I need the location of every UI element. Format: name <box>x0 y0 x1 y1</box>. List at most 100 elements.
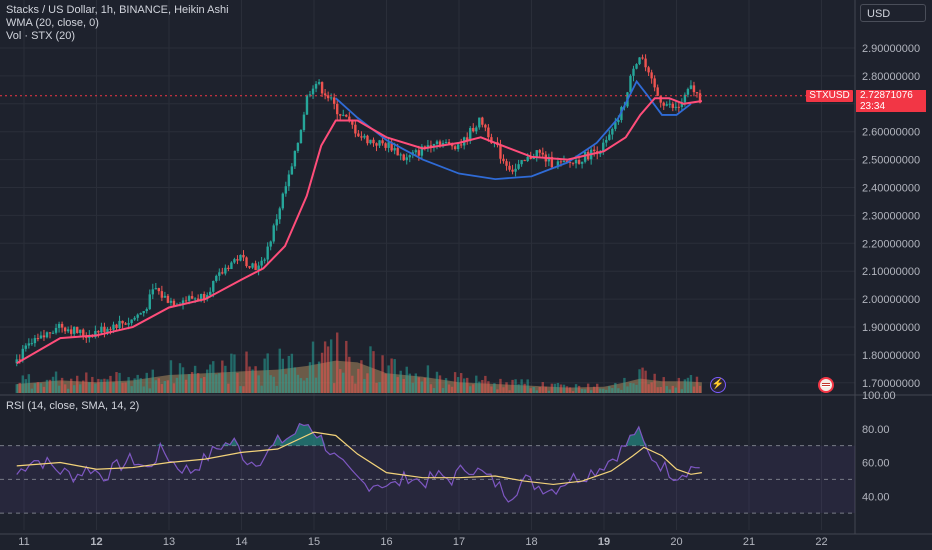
candle-body <box>257 265 260 271</box>
wma-legend[interactable]: WMA (20, close, 0) <box>6 17 99 29</box>
volume-bar <box>462 378 466 393</box>
volume-bar <box>514 379 517 393</box>
volume-bar <box>221 360 224 393</box>
candle-body <box>109 328 112 330</box>
volume-bar <box>308 362 312 393</box>
us-flag-icon[interactable] <box>818 377 834 393</box>
volume-bar <box>617 388 620 393</box>
candle-body <box>130 319 133 324</box>
volume-bar <box>124 382 127 393</box>
candle-body <box>559 161 563 163</box>
volume-bar <box>429 384 433 393</box>
volume-bar <box>311 341 315 393</box>
candle-body <box>24 345 28 349</box>
symbol-legend[interactable]: Stacks / US Dollar, 1h, BINANCE, Heikin … <box>6 4 229 16</box>
volume-bar <box>414 373 418 393</box>
rsi-legend[interactable]: RSI (14, close, SMA, 14, 2) <box>6 400 140 412</box>
volume-bar <box>372 351 375 393</box>
candle-body <box>260 260 263 266</box>
time-tick-label: 15 <box>308 536 320 548</box>
candle-body <box>251 263 254 268</box>
volume-bar <box>269 375 272 393</box>
volume-bar <box>420 381 424 393</box>
candle-body <box>332 97 336 104</box>
volume-bar <box>653 373 656 393</box>
candle-body <box>614 122 617 129</box>
candle-body <box>36 338 40 340</box>
candle-body <box>432 143 436 148</box>
lightning-icon[interactable]: ⚡ <box>710 377 726 393</box>
volume-bar <box>142 386 145 393</box>
candle-body <box>263 259 266 261</box>
candle-body <box>677 106 681 108</box>
candle-body <box>632 68 635 76</box>
volume-bar <box>568 387 572 393</box>
volume-bar <box>602 388 605 393</box>
volume-bar <box>42 386 46 393</box>
price-tick-label: 2.60000000 <box>862 127 920 139</box>
cup-curve <box>335 79 692 181</box>
candle-body <box>366 135 369 144</box>
time-tick-label: 11 <box>18 536 29 548</box>
volume-bar <box>499 378 502 393</box>
volume-bar <box>695 376 699 393</box>
volume-bar <box>438 375 442 393</box>
volume-bar <box>426 365 430 393</box>
candle-body <box>287 174 291 187</box>
candle-body <box>82 329 85 336</box>
volume-bar <box>36 382 40 393</box>
rsi-pane[interactable] <box>0 422 855 514</box>
candle-body <box>571 162 575 164</box>
volume-bar <box>647 384 650 393</box>
volume-bar <box>184 379 188 393</box>
volume-bar <box>405 366 408 393</box>
candle-body <box>426 145 430 148</box>
volume-bar <box>212 361 215 393</box>
volume-bar <box>472 384 475 393</box>
volume-bar <box>290 353 294 393</box>
volume-bar <box>94 383 97 393</box>
candle-body <box>169 300 173 303</box>
volume-bar <box>505 382 508 393</box>
candle-body <box>190 296 194 299</box>
candle-body <box>611 128 614 135</box>
volume-bar <box>577 385 581 393</box>
volume-bar <box>520 379 523 393</box>
candle-body <box>336 103 339 115</box>
volume-bar <box>447 384 451 393</box>
volume-bar <box>662 377 665 393</box>
volume-bar <box>296 374 300 393</box>
candle-body <box>456 144 460 150</box>
volume-bar <box>680 389 684 393</box>
candle-body <box>218 272 221 276</box>
candle-body <box>674 106 678 108</box>
volume-bar <box>260 385 263 393</box>
candle-body <box>629 75 632 93</box>
candle-body <box>269 241 272 247</box>
candle-body <box>547 156 551 162</box>
candle-body <box>166 295 170 303</box>
volume-bar <box>402 378 405 393</box>
candle-body <box>568 161 572 163</box>
candle-body <box>574 160 578 164</box>
overlays <box>0 79 855 365</box>
candle-body <box>314 83 318 89</box>
candle-body <box>656 87 659 96</box>
candle-body <box>72 326 76 334</box>
candle-body <box>580 161 584 164</box>
candle-body <box>106 328 109 332</box>
volume-legend[interactable]: Vol · STX (20) <box>6 30 76 42</box>
volume-bar <box>475 375 478 393</box>
candle-body <box>127 323 130 325</box>
volume-bar <box>118 372 121 393</box>
volume-bar <box>611 388 614 393</box>
volume-bar <box>88 382 91 393</box>
volume-bar <box>202 376 206 393</box>
volume-bar <box>329 339 333 393</box>
candle-body <box>193 298 197 300</box>
candle-body <box>605 139 608 143</box>
currency-button[interactable]: USD <box>860 4 926 22</box>
candle-body <box>339 114 342 116</box>
candle-body <box>393 148 396 151</box>
